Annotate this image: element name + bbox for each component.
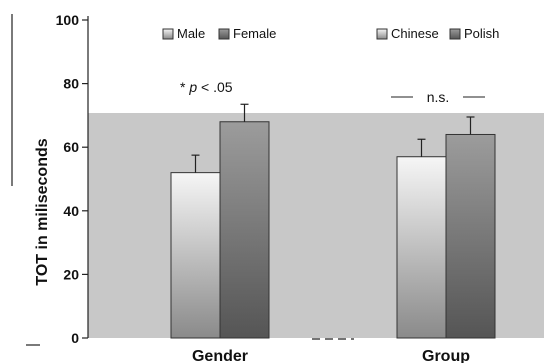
category-label-gender: Gender: [192, 348, 248, 363]
y-tick-label: 60: [63, 139, 79, 155]
y-tick-label: 100: [56, 12, 80, 28]
annotation-gender: * p < .05: [180, 79, 233, 95]
y-tick-label: 0: [71, 330, 79, 346]
legend-label-polish: Polish: [464, 26, 499, 41]
legend-swatch-male: [162, 28, 174, 40]
significance-annotations: * p < .05 n.s.: [180, 79, 485, 105]
bar-female: [219, 121, 270, 339]
legend-swatch-female: [218, 28, 230, 40]
legend-label-chinese: Chinese: [391, 26, 439, 41]
bars-layer: [170, 121, 496, 339]
y-tick-labels: 0 20 40 60 80 100: [56, 12, 88, 346]
error-bars-layer: [191, 103, 475, 173]
y-tick-label: 20: [63, 266, 79, 282]
legend-swatch-polish: [449, 28, 461, 40]
y-tick-label: 80: [63, 76, 79, 92]
category-labels: Gender Group: [192, 348, 470, 363]
y-axis-label: TOT in miliseconds: [34, 138, 51, 285]
bar-chinese: [396, 156, 447, 339]
bar-polish: [445, 133, 496, 339]
legend-label-male: Male: [177, 26, 205, 41]
annotation-group: n.s.: [427, 89, 450, 105]
legend-label-female: Female: [233, 26, 276, 41]
y-tick-label: 40: [63, 203, 79, 219]
legend-swatch-chinese: [376, 28, 388, 40]
legends: Male Female Chinese Polish: [162, 26, 499, 41]
category-label-group: Group: [422, 348, 470, 363]
bar-male: [170, 172, 221, 339]
